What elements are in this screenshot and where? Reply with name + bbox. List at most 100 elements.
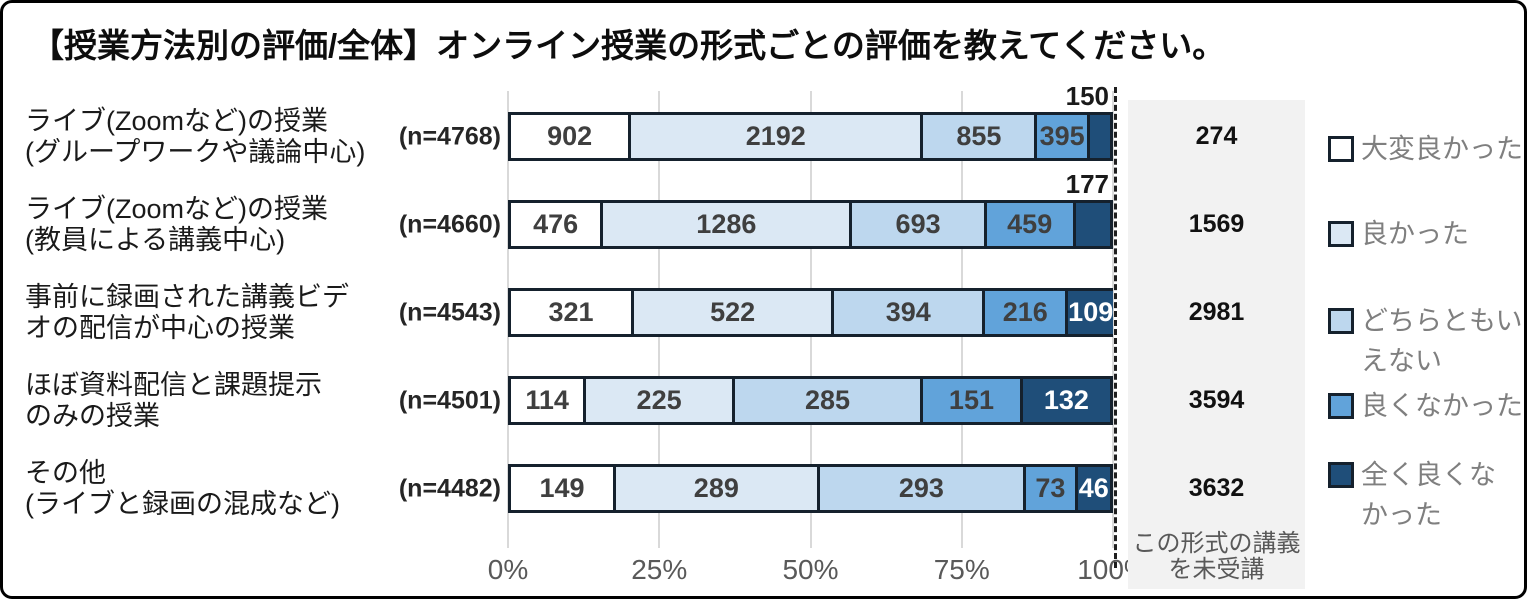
unattended-value: 274 xyxy=(1195,121,1238,150)
bar-row: 902 2192 855 395 xyxy=(508,112,1113,161)
x-tick-label: 25% xyxy=(631,554,688,585)
row-label: ほぼ資料配信と課題提示 のみの授業 xyxy=(25,370,381,432)
legend-label: かった xyxy=(1361,500,1442,530)
bar-row: 476 1286 693 459 xyxy=(508,200,1113,249)
legend-line: 良くなかった xyxy=(1328,386,1523,426)
legend-swatch xyxy=(1328,136,1354,162)
value-label: 855 xyxy=(956,121,1002,151)
row-label: その他 (ライブと録画の混成など) xyxy=(25,458,381,520)
bar-segment-良かった: 225 xyxy=(586,379,735,422)
legend-line: 良かった xyxy=(1328,214,1469,254)
legend-item-どちらともいえない: どちらともい えない xyxy=(1328,301,1522,381)
legend-line: 大変良かった xyxy=(1328,129,1523,169)
legend-label: 全く良くな xyxy=(1361,460,1496,490)
value-label: 1286 xyxy=(696,209,757,239)
bar-row: 321 522 394 216 109 xyxy=(508,288,1114,337)
bar-segment-全く良くなかった xyxy=(1075,203,1110,246)
chart-title: 【授業方法別の評価/全体】オンライン授業の形式ごとの評価を教えてください。 xyxy=(31,27,1226,64)
value-label: 285 xyxy=(804,385,851,415)
value-label: 321 xyxy=(548,297,594,327)
n-label: (n=4501) xyxy=(398,386,501,414)
bar-segment-全く良くなかった: 46 xyxy=(1077,467,1110,510)
value-label: 476 xyxy=(533,209,579,239)
bar-segment-どちらともいえない: 285 xyxy=(734,379,924,422)
row-label: ライブ(Zoomなど)の授業 (グループワークや議論中心) xyxy=(25,106,381,168)
bar-row: 149 289 293 73 46 xyxy=(508,464,1113,513)
legend-item-全く良くなかった: 全く良くな かった xyxy=(1328,455,1496,535)
x-tick-label: 50% xyxy=(782,554,839,585)
value-label: 132 xyxy=(1043,385,1089,415)
legend-label: えない xyxy=(1361,346,1442,376)
value-label: 693 xyxy=(895,209,941,239)
unattended-caption-line2: を未受講 xyxy=(1168,556,1265,583)
bar-segment-どちらともいえない: 293 xyxy=(819,467,1027,510)
bar-segment-良くなかった: 151 xyxy=(923,379,1023,422)
legend-swatch xyxy=(1328,221,1354,247)
row-label-line: ほぼ資料配信と課題提示 xyxy=(25,369,322,400)
legend-item-良くなかった: 良くなかった xyxy=(1328,386,1523,426)
row-label: ライブ(Zoomなど)の授業 (教員による講義中心) xyxy=(25,194,381,256)
legend-line: 全く良くな xyxy=(1328,455,1496,495)
value-label: 522 xyxy=(710,297,756,327)
value-label: 216 xyxy=(1002,297,1048,327)
bar-segment-大変良かった: 902 xyxy=(511,115,632,158)
bar-segment-全く良くなかった xyxy=(1089,115,1110,158)
value-label: 225 xyxy=(636,385,682,415)
bar-segment-大変良かった: 149 xyxy=(511,467,616,510)
value-label: 73 xyxy=(1035,473,1066,503)
bar-segment-どちらともいえない: 394 xyxy=(834,291,986,334)
value-label-above: 177 xyxy=(1065,169,1109,199)
n-label: (n=4660) xyxy=(398,210,501,238)
row-label-line: ライブ(Zoomなど)の授業 xyxy=(25,193,328,224)
n-label: (n=4482) xyxy=(398,474,501,502)
row-label-line: オの配信が中心の授業 xyxy=(25,312,295,343)
bar-row: 114 225 285 151 132 xyxy=(508,376,1113,425)
unattended-value: 1569 xyxy=(1188,209,1245,238)
legend-label: どちらともい xyxy=(1361,306,1523,336)
bar-segment-良くなかった: 73 xyxy=(1026,467,1078,510)
unattended-value: 3632 xyxy=(1188,473,1245,502)
value-label: 151 xyxy=(948,385,994,415)
value-label: 902 xyxy=(547,121,593,151)
x-tick-label: 0% xyxy=(487,554,529,585)
value-label: 459 xyxy=(1007,209,1053,239)
value-label: 2192 xyxy=(745,121,806,151)
unattended-value: 3594 xyxy=(1188,385,1245,414)
n-label: (n=4768) xyxy=(398,122,501,150)
value-label: 46 xyxy=(1078,473,1109,503)
value-label: 394 xyxy=(885,297,931,327)
legend-label: 良かった xyxy=(1361,219,1469,249)
row-label-line: のみの授業 xyxy=(25,400,160,431)
legend-item-良かった: 良かった xyxy=(1328,214,1469,254)
bar-segment-良かった: 522 xyxy=(634,291,835,334)
unattended-caption: この形式の講義 を未受講 xyxy=(1128,531,1305,583)
bar-segment-大変良かった: 476 xyxy=(511,203,604,246)
bar-segment-大変良かった: 114 xyxy=(511,379,587,422)
legend-swatch xyxy=(1328,462,1354,488)
bar-segment-良くなかった: 459 xyxy=(986,203,1076,246)
row-label-line: (教員による講義中心) xyxy=(25,224,286,255)
legend-label: 大変良かった xyxy=(1361,134,1523,164)
value-label: 109 xyxy=(1068,297,1114,327)
unattended-value: 2981 xyxy=(1188,297,1245,326)
value-label: 149 xyxy=(539,473,585,503)
bar-segment-良かった: 2192 xyxy=(631,115,924,158)
legend-line: かった xyxy=(1328,495,1496,535)
bar-segment-どちらともいえない: 693 xyxy=(852,203,987,246)
legend-item-大変良かった: 大変良かった xyxy=(1328,129,1523,169)
x-tick-label: 75% xyxy=(933,554,990,585)
n-label: (n=4543) xyxy=(398,298,501,326)
bar-segment-全く良くなかった: 132 xyxy=(1022,379,1110,422)
bar-segment-全く良くなかった: 109 xyxy=(1068,291,1114,334)
value-label: 395 xyxy=(1039,121,1085,151)
value-label: 293 xyxy=(898,473,944,503)
bar-segment-良くなかった: 216 xyxy=(985,291,1069,334)
bar-segment-どちらともいえない: 855 xyxy=(923,115,1038,158)
row-label-line: (ライブと録画の混成など) xyxy=(25,488,340,519)
legend-label: 良くなかった xyxy=(1361,391,1523,421)
legend-swatch xyxy=(1328,308,1354,334)
bar-segment-良かった: 1286 xyxy=(603,203,853,246)
row-label-line: 事前に録画された講義ビデ xyxy=(25,281,349,312)
value-label: 114 xyxy=(525,385,569,415)
row-label-line: その他 xyxy=(25,457,106,488)
